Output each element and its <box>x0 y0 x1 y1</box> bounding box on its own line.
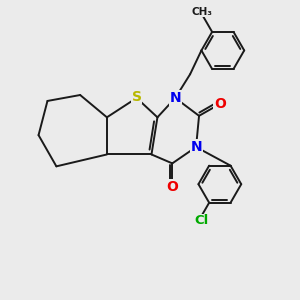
Text: CH₃: CH₃ <box>191 7 212 16</box>
Text: N: N <box>190 140 202 154</box>
Text: O: O <box>167 180 178 194</box>
Text: O: O <box>214 97 226 111</box>
Text: N: N <box>169 91 181 105</box>
Text: S: S <box>132 89 142 103</box>
Text: Cl: Cl <box>195 214 209 227</box>
